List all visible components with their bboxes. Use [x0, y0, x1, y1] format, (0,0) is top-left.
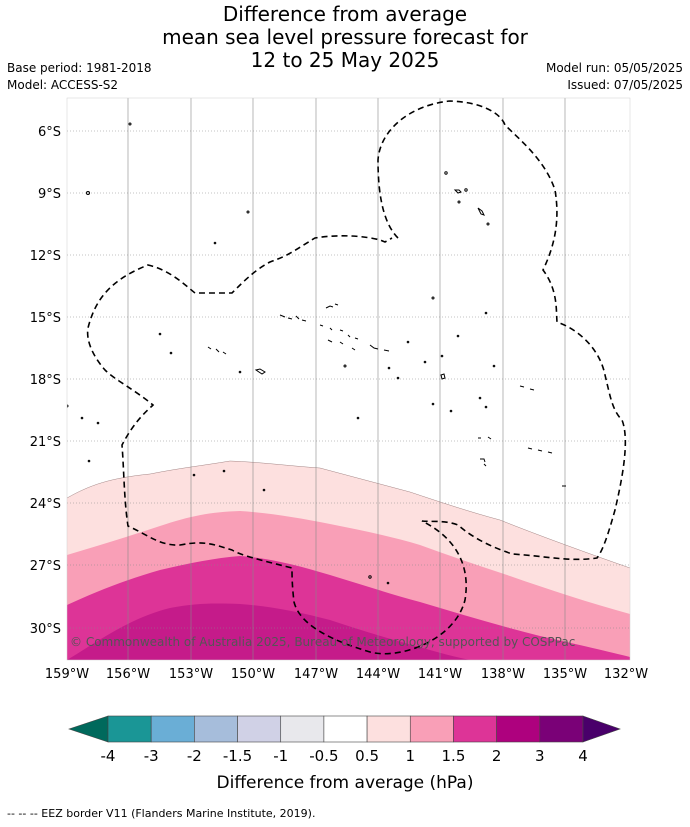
colorbar-cell — [453, 715, 497, 743]
colorbar-tick-label: -0.5 — [309, 747, 338, 765]
lat-tick-15s: 15°S — [30, 311, 61, 326]
colorbar-over-arrow — [582, 715, 621, 743]
colorbar-cell — [194, 715, 238, 743]
colorbar-tick-label: 0.5 — [355, 747, 379, 765]
colorbar: -4 -3 -2 -1.5 -1 -0.5 0.5 1 1.5 2 3 4 Difference fr… — [68, 715, 621, 793]
model-run-text: Model run: 05/05/2025 — [545, 61, 683, 75]
colorbar-cell — [107, 715, 152, 743]
lat-tick-9s: 9°S — [38, 187, 61, 202]
lon-tick-147w: 147°W — [294, 667, 338, 682]
colorbar-cell — [323, 715, 368, 743]
colorbar-cell — [150, 715, 195, 743]
island-outlines — [67, 122, 566, 585]
colorbar-tick-label: -4 — [101, 747, 116, 765]
lon-tick-144w: 144°W — [356, 667, 400, 682]
colorbar-tick-label: -1.5 — [223, 747, 252, 765]
colorbar-cell — [280, 715, 325, 743]
colorbar-tick-label: 1.5 — [442, 747, 466, 765]
title-line-3: 12 to 25 May 2025 — [250, 48, 440, 72]
anomaly-band-2-3 — [67, 603, 470, 660]
title-line-1: Difference from average — [222, 2, 468, 26]
eez-legend-footer: -- -- -- EEZ border V11 (Flanders Marine… — [7, 807, 316, 820]
issued-text: Issued: 07/05/2025 — [567, 78, 683, 92]
colorbar-tick-label: 1 — [405, 747, 415, 765]
colorbar-cell — [496, 715, 541, 743]
lat-tick-27s: 27°S — [30, 559, 61, 574]
colorbar-tick-label: 4 — [578, 747, 588, 765]
forecast-map: © Commonwealth of Australia 2025, Bureau… — [30, 97, 648, 793]
title-line-2: mean sea level pressure forecast for — [162, 25, 528, 49]
colorbar-tick-label: 3 — [535, 747, 545, 765]
lon-tick-150w: 150°W — [231, 667, 275, 682]
colorbar-tick-label: -1 — [273, 747, 288, 765]
colorbar-cell — [539, 715, 584, 743]
lon-tick-135w: 135°W — [543, 667, 587, 682]
lat-tick-6s: 6°S — [38, 125, 61, 140]
lon-tick-138w: 138°W — [481, 667, 525, 682]
lon-tick-141w: 141°W — [418, 667, 462, 682]
colorbar-cell — [366, 715, 411, 743]
colorbar-label: Difference from average (hPa) — [217, 773, 474, 793]
lat-tick-24s: 24°S — [30, 497, 61, 512]
lat-tick-18s: 18°S — [30, 373, 61, 388]
base-period-text: Base period: 1981-2018 — [7, 61, 152, 75]
lat-tick-30s: 30°S — [30, 622, 61, 637]
lat-tick-12s: 12°S — [30, 249, 61, 264]
model-text: Model: ACCESS-S2 — [7, 78, 119, 92]
colorbar-tick-label: -2 — [187, 747, 202, 765]
colorbar-under-arrow — [68, 715, 109, 743]
lon-tick-159w: 159°W — [45, 667, 89, 682]
copyright-text: © Commonwealth of Australia 2025, Bureau… — [70, 635, 575, 649]
lon-tick-156w: 156°W — [106, 667, 150, 682]
eez-border-line — [86, 100, 627, 655]
colorbar-cell — [409, 715, 454, 743]
colorbar-cell — [237, 715, 282, 743]
map-gridlines — [67, 98, 630, 660]
lon-tick-153w: 153°W — [169, 667, 213, 682]
colorbar-tick-label: 2 — [492, 747, 502, 765]
lat-tick-21s: 21°S — [30, 435, 61, 450]
colorbar-tick-label: -3 — [144, 747, 159, 765]
lon-tick-132w: 132°W — [604, 667, 648, 682]
